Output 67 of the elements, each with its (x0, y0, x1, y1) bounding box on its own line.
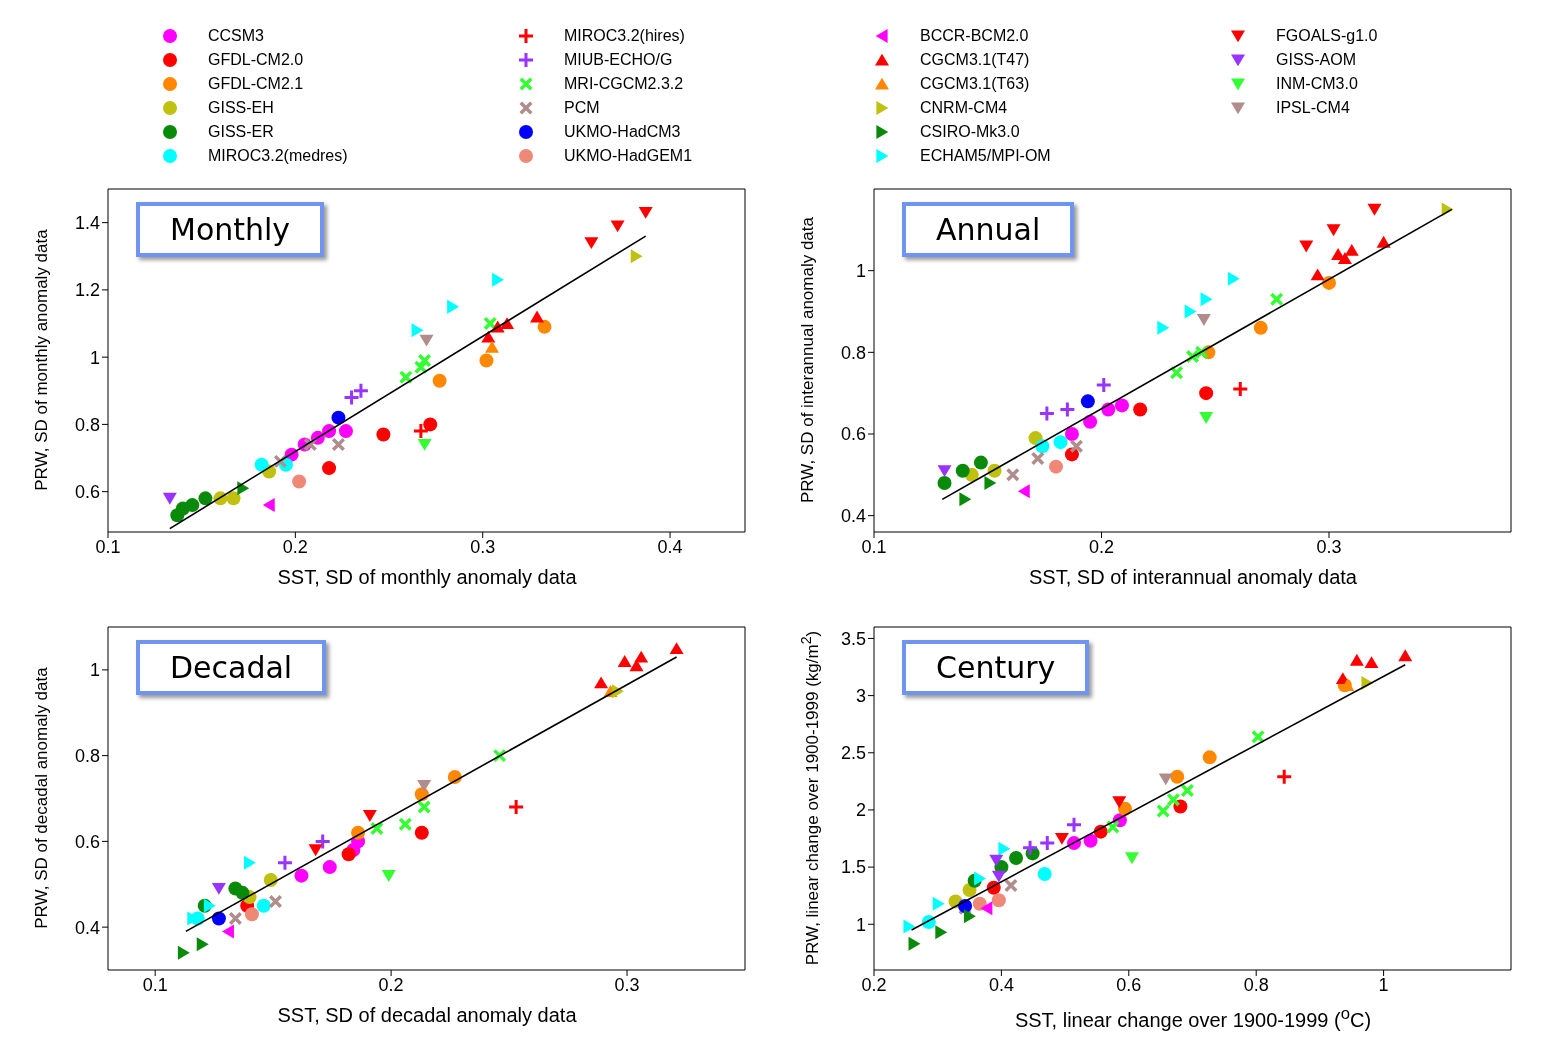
legend-label: BCCR-BCM2.0 (920, 27, 1029, 45)
text: Decadal (136, 640, 327, 695)
legend-label: UKMO-HadGEM1 (564, 147, 693, 165)
x-axis-title: SST, linear change over 1900-1999 ($^{o}$C) (1013, 1004, 1373, 1032)
legend-label: CGCM3.1(T47) (920, 51, 1030, 69)
y-tick-label: 0.4 (74, 917, 100, 938)
y-tick-label: 1.5 (840, 857, 866, 878)
legend-label: FGOALS-g1.0 (1276, 27, 1378, 45)
y-axis-title: PRW, SD of monthly anomaly data (32, 228, 52, 493)
x-tick-label: 0.3 (614, 974, 640, 995)
legend-label: MIUB-ECHO/G (564, 51, 673, 69)
legend-label: GFDL-CM2.0 (208, 51, 304, 69)
y-axis-title: PRW, SD of decadal anomaly data (32, 666, 52, 931)
legend-label: PCM (564, 99, 600, 117)
legend-label: MIROC3.2(medres) (208, 147, 348, 165)
text: Monthly (136, 202, 325, 257)
y-tick-label: 0.8 (840, 342, 866, 363)
legend-label: UKMO-HadCM3 (564, 123, 681, 141)
y-tick-label: 0.6 (74, 831, 100, 852)
y-tick-label: 1 (855, 914, 866, 935)
legend-label: GISS-EH (208, 99, 274, 117)
x-tick-label: 0.2 (1088, 536, 1115, 557)
y-tick-label: 0.6 (840, 424, 866, 445)
x-tick-label: 0.6 (1116, 974, 1142, 995)
x-tick-label: 0.1 (142, 974, 168, 995)
y-tick-label: 3 (855, 685, 866, 706)
y-tick-label: 1 (855, 261, 866, 282)
x-axis-title: SST, SD of interannual anomaly data (1028, 566, 1358, 589)
legend-label: CSIRO-Mk3.0 (920, 123, 1020, 141)
legend-label: ECHAM5/MPI-OM (920, 147, 1051, 165)
legend-label: MIROC3.2(hires) (564, 27, 685, 45)
y-tick-label: 0.8 (74, 746, 100, 767)
legend-label: GISS-AOM (1276, 51, 1357, 69)
y-tick-label: 1.2 (74, 280, 100, 301)
legend-label: GISS-ER (208, 123, 274, 141)
x-tick-label: 0.3 (470, 536, 496, 557)
x-tick-label: 0.4 (988, 974, 1014, 995)
legend-label: IPSL-CM4 (1276, 99, 1350, 117)
y-tick-label: 3.5 (840, 628, 866, 649)
x-tick-label: 0.3 (1316, 536, 1342, 557)
x-tick-label: 1 (1378, 974, 1389, 995)
x-axis-title: SST, SD of decadal anomaly data (276, 1004, 578, 1027)
y-tick-label: 0.8 (74, 414, 100, 435)
x-tick-label: 0.2 (378, 974, 404, 995)
y-tick-label: 1 (89, 347, 100, 368)
x-tick-label: 0.4 (657, 536, 683, 557)
y-tick-label: 0.6 (74, 482, 100, 503)
x-tick-label: 0.2 (861, 974, 887, 995)
legend-label: CNRM-CM4 (920, 99, 1008, 117)
text: Annual (902, 202, 1075, 257)
y-tick-label: 2 (855, 800, 866, 821)
y-tick-label: 2.5 (840, 743, 866, 764)
x-tick-label: 0.1 (861, 536, 887, 557)
x-tick-label: 0.1 (95, 536, 121, 557)
x-axis-title: SST, SD of monthly anomaly data (276, 566, 578, 589)
x-tick-label: 0.2 (282, 536, 308, 557)
y-tick-label: 1 (89, 660, 100, 681)
legend-label: GFDL-CM2.1 (208, 75, 304, 93)
text: Century (902, 640, 1090, 695)
y-tick-label: 1.4 (74, 213, 100, 234)
y-tick-label: 0.4 (840, 506, 866, 527)
legend-label: INM-CM3.0 (1276, 75, 1358, 93)
legend-label: CGCM3.1(T63) (920, 75, 1030, 93)
legend-label: MRI-CGCM2.3.2 (564, 75, 684, 93)
legend-label: CCSM3 (208, 27, 265, 45)
y-axis-title: PRW, SD of interannual anomaly data (798, 216, 818, 505)
x-tick-label: 0.8 (1243, 974, 1269, 995)
